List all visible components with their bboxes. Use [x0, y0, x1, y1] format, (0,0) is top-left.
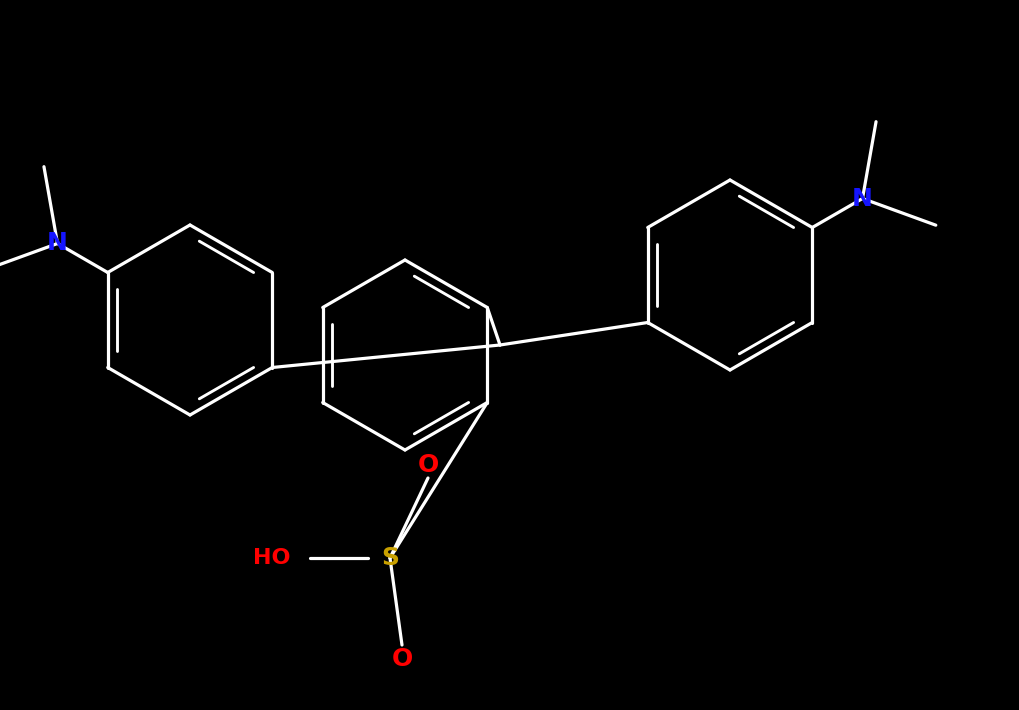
Text: O: O [417, 453, 438, 477]
Text: N: N [851, 187, 872, 210]
Text: N: N [47, 231, 68, 256]
Text: O: O [391, 647, 413, 671]
Text: S: S [381, 546, 398, 570]
Text: HO: HO [253, 548, 290, 568]
